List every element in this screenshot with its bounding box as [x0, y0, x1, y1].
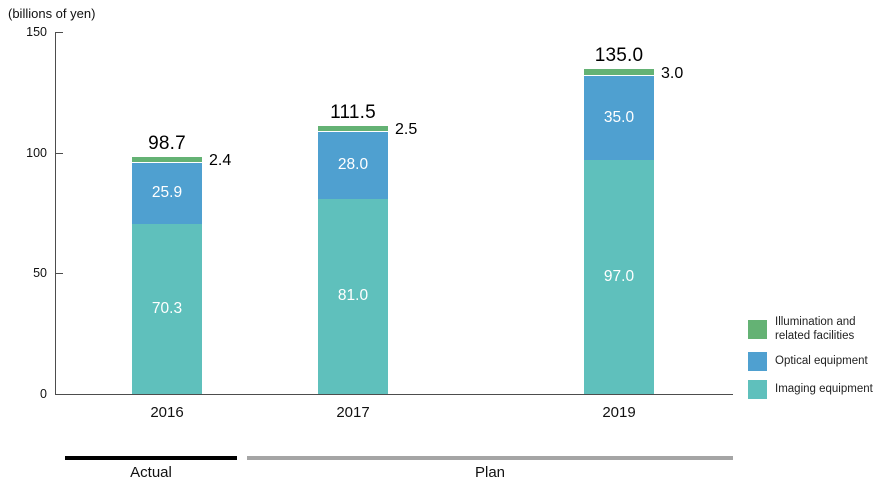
- bar-total-label: 111.5: [330, 101, 376, 123]
- actual-period-line: [65, 456, 237, 460]
- legend-label-imaging: Imaging equipment: [775, 382, 873, 395]
- segment-value-label: 35.0: [603, 108, 635, 126]
- legend-item-optical: Optical equipment: [748, 352, 875, 372]
- y-tick-label: 50: [33, 266, 47, 281]
- bar-segment-optical: [584, 75, 654, 160]
- bar-total-label: 135.0: [594, 45, 644, 67]
- legend-label-illumination: Illumination and related facilities: [775, 316, 856, 342]
- legend: Illumination and related facilities Opti…: [748, 316, 875, 400]
- segment-value-label: 70.3: [151, 300, 183, 318]
- illumination-swatch-icon: [748, 320, 767, 340]
- y-tick-label: 100: [26, 145, 47, 160]
- x-category-label: 2016: [150, 404, 184, 421]
- bar-segment-imaging: [132, 224, 202, 394]
- plan-period-line: [247, 456, 733, 460]
- bar-segment-imaging: [584, 159, 654, 394]
- legend-item-illumination: Illumination and related facilities: [748, 316, 875, 343]
- y-axis-unit-label: (billions of yen): [8, 6, 96, 21]
- bar-segment-optical: [318, 130, 388, 199]
- legend-item-imaging: Imaging equipment: [748, 380, 875, 400]
- segment-value-label: 28.0: [337, 155, 369, 173]
- segment-value-label-outside: 2.5: [395, 120, 418, 138]
- segment-value-label: 81.0: [337, 287, 369, 305]
- y-tick-label: 0: [40, 387, 47, 401]
- y-tick-mark: [56, 273, 63, 275]
- bar-segment-imaging: [318, 198, 388, 394]
- optical-swatch-icon: [748, 352, 767, 372]
- segment-value-label-outside: 3.0: [661, 64, 684, 82]
- actual-period-label: Actual: [130, 464, 172, 481]
- bar-segment-illumination: [132, 156, 202, 162]
- segment-value-label: 97.0: [603, 267, 635, 285]
- y-tick-mark: [56, 152, 63, 154]
- segment-value-label-outside: 2.4: [209, 151, 232, 169]
- x-category-label: 2017: [336, 404, 370, 421]
- bar-segment-optical: [132, 161, 202, 225]
- segment-value-label: 25.9: [151, 184, 183, 202]
- plan-period-label: Plan: [474, 464, 506, 481]
- y-tick-mark: [56, 32, 63, 33]
- bar-total-label: 98.7: [148, 133, 186, 155]
- y-tick-label: 150: [26, 25, 47, 39]
- x-category-label: 2019: [602, 404, 636, 421]
- bar-segment-illumination: [584, 68, 654, 76]
- imaging-swatch-icon: [748, 380, 767, 400]
- bar-segment-illumination: [318, 124, 388, 131]
- legend-label-optical: Optical equipment: [775, 354, 868, 367]
- x-axis-line: [55, 394, 733, 395]
- y-axis-line: [55, 32, 56, 394]
